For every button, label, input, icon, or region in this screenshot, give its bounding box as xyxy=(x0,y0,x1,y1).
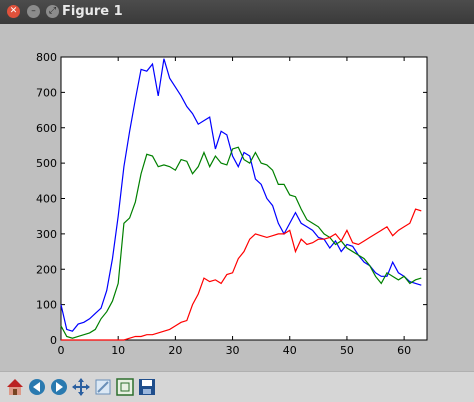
y-tick-label: 500 xyxy=(36,157,57,170)
x-tick-label: 30 xyxy=(226,344,240,357)
back-icon xyxy=(29,379,45,395)
pan-button[interactable] xyxy=(71,377,91,397)
back-button[interactable] xyxy=(27,377,47,397)
y-tick-label: 800 xyxy=(36,51,57,64)
minimize-glyph: – xyxy=(31,6,36,16)
x-tick-label: 60 xyxy=(397,344,411,357)
plot-area xyxy=(60,56,428,341)
close-icon[interactable]: ✕ xyxy=(7,5,20,18)
series-line-1 xyxy=(60,146,422,339)
maximize-glyph: ⤢ xyxy=(48,6,57,16)
zoom-icon xyxy=(95,379,111,395)
save-icon xyxy=(139,379,155,395)
minimize-icon[interactable]: – xyxy=(27,5,40,18)
series-line-0 xyxy=(60,58,422,332)
home-button[interactable] xyxy=(5,377,25,397)
window-title: Figure 1 xyxy=(62,4,123,19)
x-tick-label: 0 xyxy=(58,344,65,357)
y-tick-label: 200 xyxy=(36,263,57,276)
x-tick-label: 20 xyxy=(168,344,182,357)
pan-icon xyxy=(72,378,90,396)
zoom-button[interactable] xyxy=(93,377,113,397)
y-tick-label: 300 xyxy=(36,228,57,241)
y-tick-label: 700 xyxy=(36,86,57,99)
home-icon xyxy=(7,379,23,395)
maximize-icon[interactable]: ⤢ xyxy=(46,5,59,18)
save-button[interactable] xyxy=(137,377,157,397)
y-tick-label: 600 xyxy=(36,122,57,135)
x-tick-label: 10 xyxy=(111,344,125,357)
forward-button[interactable] xyxy=(49,377,69,397)
close-glyph: ✕ xyxy=(9,6,18,16)
y-tick-label: 0 xyxy=(50,334,57,347)
subplots-icon xyxy=(116,378,134,396)
subplots-button[interactable] xyxy=(115,377,135,397)
toolbar xyxy=(0,371,474,402)
forward-icon xyxy=(51,379,67,395)
y-tick-label: 100 xyxy=(36,299,57,312)
series-line-2 xyxy=(61,208,422,341)
figure-canvas: 0 100 200 300 400 500 600 700 800 0 10 20 30 40 50 60 xyxy=(0,24,474,371)
title-bar: ✕ – ⤢ Figure 1 xyxy=(0,0,474,25)
y-tick-label: 400 xyxy=(36,193,57,206)
x-tick-label: 50 xyxy=(340,344,354,357)
x-tick-label: 40 xyxy=(283,344,297,357)
line-chart: 0 100 200 300 400 500 600 700 800 0 10 20 30 40 50 60 xyxy=(36,51,428,357)
